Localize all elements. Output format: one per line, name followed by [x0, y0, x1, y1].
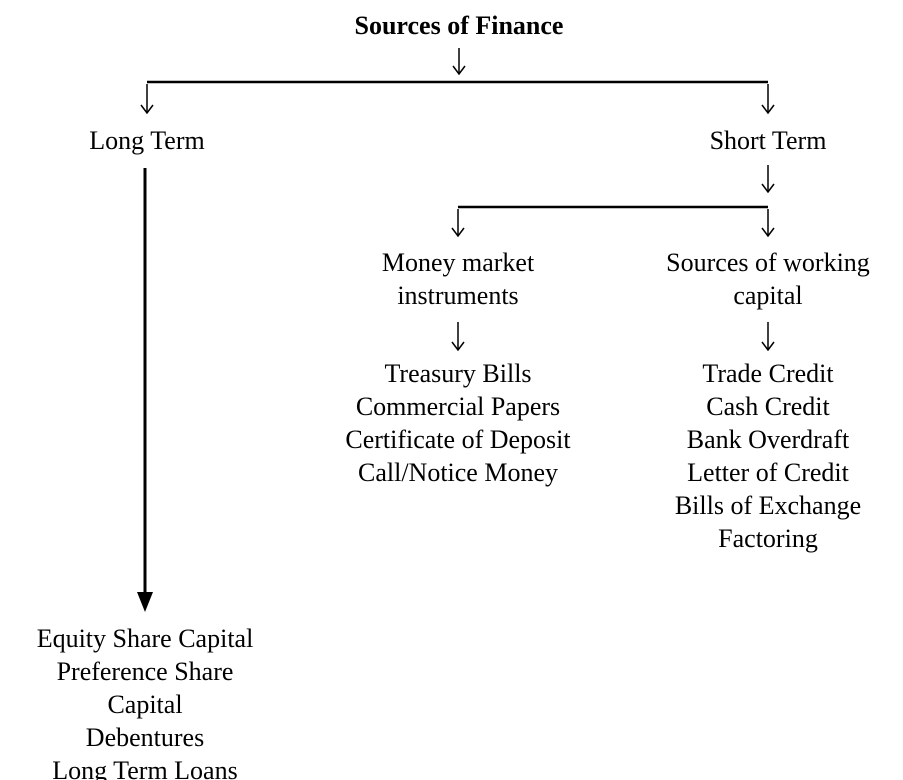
list-item: Equity Share Capital	[37, 624, 254, 653]
node-label: Long Term	[89, 126, 204, 155]
list-item: Treasury Bills	[384, 359, 531, 388]
arrow-head	[451, 341, 465, 352]
node-label: Short Term	[710, 126, 827, 155]
list-item: Long Term Loans	[52, 756, 237, 780]
list-item: Capital	[107, 690, 182, 719]
arrow-head	[761, 104, 775, 115]
arrow-head	[761, 183, 775, 194]
list-item: Debentures	[86, 723, 204, 752]
arrow-head	[452, 65, 466, 76]
long-arrow-head	[137, 592, 153, 612]
list-item: Bills of Exchange	[675, 491, 861, 520]
list-item: Factoring	[718, 524, 818, 553]
arrow-head	[761, 341, 775, 352]
list-item: Letter of Credit	[687, 458, 849, 487]
node-label: capital	[733, 281, 802, 310]
list-item: Commercial Papers	[356, 392, 560, 421]
list-item: Call/Notice Money	[358, 458, 558, 487]
list-item: Cash Credit	[706, 392, 830, 421]
arrow-head	[140, 104, 154, 115]
arrow-head	[761, 227, 775, 238]
arrow-head	[451, 227, 465, 238]
node-label: Money market	[382, 248, 535, 277]
list-item: Bank Overdraft	[687, 425, 850, 454]
list-item: Trade Credit	[702, 359, 834, 388]
title: Sources of Finance	[355, 11, 564, 40]
list-item: Certificate of Deposit	[345, 425, 571, 454]
node-label: Sources of working	[666, 248, 870, 277]
node-label: instruments	[397, 281, 518, 310]
list-item: Preference Share	[57, 657, 234, 686]
